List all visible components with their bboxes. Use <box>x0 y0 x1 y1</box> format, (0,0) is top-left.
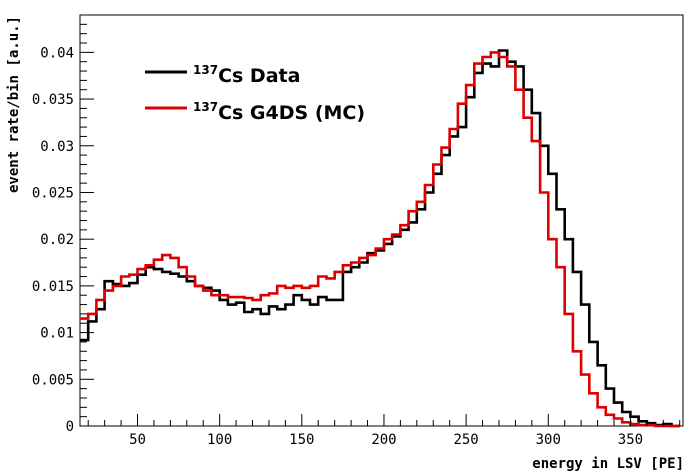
y-tick-label: 0.02 <box>40 232 74 248</box>
legend-label-mc: 137Cs G4DS (MC) <box>193 100 365 124</box>
series-line-data <box>80 49 680 428</box>
y-axis-title: event rate/bin [a.u.] <box>6 16 22 193</box>
legend-label-data: 137Cs Data <box>193 63 300 87</box>
y-tick-label: 0.03 <box>40 139 74 155</box>
x-tick-label: 300 <box>536 432 561 448</box>
series-layer <box>80 49 680 428</box>
y-tick-label: 0.015 <box>32 279 74 295</box>
legend: 137Cs Data 137Cs G4DS (MC) <box>145 63 365 124</box>
y-tick-label: 0.005 <box>32 372 74 388</box>
x-tick-label: 200 <box>371 432 396 448</box>
x-tick-label: 100 <box>207 432 232 448</box>
series-line-mc <box>80 51 680 428</box>
x-tick-label: 250 <box>453 432 478 448</box>
y-tick-label: 0 <box>66 419 74 435</box>
y-tick-label: 0.025 <box>32 185 74 201</box>
y-tick-label: 0.01 <box>40 326 74 342</box>
y-tick-label: 0.04 <box>40 45 74 61</box>
x-tick-label: 150 <box>289 432 314 448</box>
x-tick-label: 50 <box>129 432 146 448</box>
x-axis-title: energy in LSV [PE] <box>532 456 684 472</box>
ticks-layer: 50 100 150 200 250 300 350 0 0.005 0.01 0.015 0.02 0… <box>32 23 681 448</box>
y-tick-label: 0.035 <box>32 92 74 108</box>
plot-frame <box>79 14 684 427</box>
x-tick-label: 350 <box>618 432 643 448</box>
